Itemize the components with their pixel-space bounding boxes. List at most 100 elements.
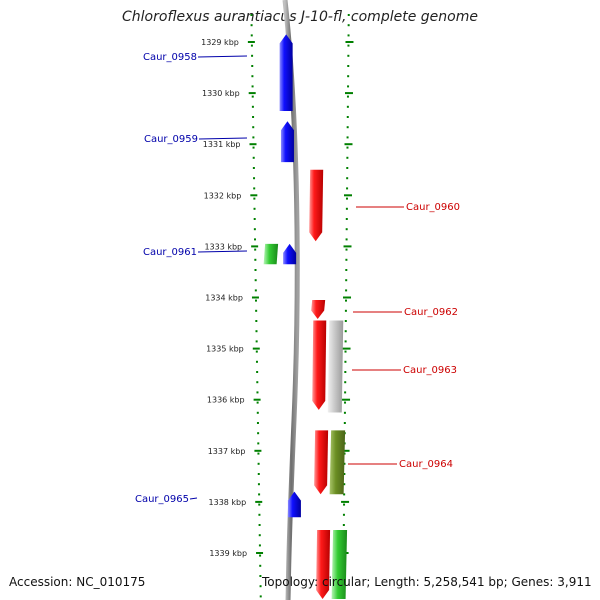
scale-dot	[259, 575, 262, 577]
scale-dot	[344, 391, 347, 394]
scale-dot	[250, 24, 253, 27]
scale-dot	[257, 462, 260, 465]
gene-label-leader	[197, 250, 248, 253]
gene-arrow[interactable]	[327, 320, 344, 413]
scale-dot	[346, 146, 349, 149]
scale-dot	[258, 534, 261, 537]
scale-dot	[344, 350, 347, 353]
tick-label: 1331 kbp	[203, 140, 241, 149]
scale-dot	[344, 360, 347, 363]
scale-dot	[345, 279, 348, 282]
scale-dot	[345, 289, 348, 292]
scale-dot	[259, 585, 262, 588]
scale-dot	[256, 422, 259, 424]
scale-ticks: 1329 kbp 1330 kbp 1331 kbp 1332 kbp 1333 kbp…	[201, 14, 354, 598]
tick-label: 1333 kbp	[204, 242, 242, 251]
gene-label[interactable]: Caur_0960	[406, 202, 460, 213]
scale-dot	[253, 177, 256, 180]
scale-dot	[254, 289, 257, 292]
scale-dot	[253, 207, 256, 210]
scale-dot	[258, 524, 261, 526]
gene-label[interactable]: Caur_0963	[403, 365, 457, 376]
scale-dot	[347, 24, 350, 27]
gene-arrow[interactable]	[312, 320, 327, 410]
gene-features	[263, 34, 348, 599]
gene-arrow[interactable]	[283, 243, 297, 265]
scale-dot	[255, 330, 258, 333]
scale-dot	[256, 411, 259, 414]
scale-dot	[253, 228, 256, 231]
topology-text: Topology: circular; Length: 5,258,541 bp…	[262, 575, 592, 589]
scale-dot	[258, 513, 261, 516]
tick-label: 1330 kbp	[202, 89, 240, 98]
gene-arrow[interactable]	[279, 34, 293, 111]
tick-label: 1334 kbp	[205, 294, 243, 303]
scale-dot	[347, 54, 350, 57]
scale-dot	[259, 554, 262, 557]
scale-dot	[257, 473, 260, 475]
gene-label[interactable]: Caur_0962	[404, 307, 458, 318]
scale-dot	[347, 75, 350, 78]
scale-dot	[256, 371, 259, 373]
scale-dot	[255, 340, 258, 343]
scale-dot	[251, 54, 254, 57]
scale-dot	[251, 75, 254, 78]
scale-dot	[254, 269, 257, 271]
gene-arrow[interactable]	[309, 169, 324, 242]
tick-label: 1338 kbp	[209, 498, 247, 507]
gene-label[interactable]: Caur_0964	[399, 459, 453, 470]
scale-dot	[343, 473, 346, 475]
scale-dot	[344, 401, 347, 404]
scale-dot	[255, 360, 258, 363]
scale-dot	[250, 44, 253, 47]
scale-dot	[251, 95, 254, 98]
scale-dot	[255, 350, 258, 353]
gene-arrow[interactable]	[287, 491, 301, 518]
gene-arrow[interactable]	[263, 243, 279, 265]
scale-dot	[255, 320, 258, 322]
scale-dot	[347, 65, 350, 67]
scale-dot	[253, 197, 256, 200]
gene-label[interactable]: Caur_0965	[135, 494, 189, 505]
scale-dot	[343, 483, 346, 486]
tick-label: 1339 kbp	[209, 549, 247, 558]
scale-dot	[344, 340, 347, 343]
gene-arrow[interactable]	[329, 430, 346, 495]
scale-dot	[346, 187, 349, 190]
scale-dot	[252, 167, 255, 169]
gene-arrow[interactable]	[280, 121, 294, 163]
scale-dot	[257, 483, 260, 486]
scale-dot	[256, 381, 259, 384]
gene-arrow[interactable]	[311, 300, 326, 319]
gene-arrow[interactable]	[331, 530, 348, 599]
scale-dot	[256, 401, 259, 404]
gene-label[interactable]: Caur_0961	[143, 247, 197, 258]
gene-label[interactable]: Caur_0958	[143, 52, 197, 63]
scale-dot	[343, 422, 346, 424]
scale-dot	[254, 299, 257, 302]
scale-dot	[346, 156, 349, 159]
scale-dot	[344, 309, 347, 312]
tick-label: 1335 kbp	[206, 345, 244, 354]
scale-dot	[347, 85, 350, 88]
scale-dot	[344, 371, 347, 373]
gene-labels: Caur_0958 Caur_0959 Caur_0960 Caur_0961 Caur…	[135, 52, 460, 505]
scale-dot	[254, 248, 257, 251]
scale-dot	[250, 34, 253, 37]
scale-dot	[346, 105, 349, 108]
scale-dot	[256, 391, 259, 394]
scale-dot	[254, 258, 257, 261]
scale-dot	[346, 136, 349, 139]
gene-label[interactable]: Caur_0959	[144, 134, 198, 145]
scale-dot	[252, 156, 255, 159]
scale-dot	[344, 320, 347, 322]
gene-arrow[interactable]	[316, 530, 331, 599]
scale-dot	[346, 116, 349, 118]
scale-dot	[346, 167, 349, 169]
scale-dot	[347, 14, 350, 16]
scale-dot	[257, 442, 260, 445]
gene-arrow[interactable]	[314, 430, 329, 495]
scale-dot	[258, 503, 261, 506]
scale-dot	[346, 177, 349, 180]
